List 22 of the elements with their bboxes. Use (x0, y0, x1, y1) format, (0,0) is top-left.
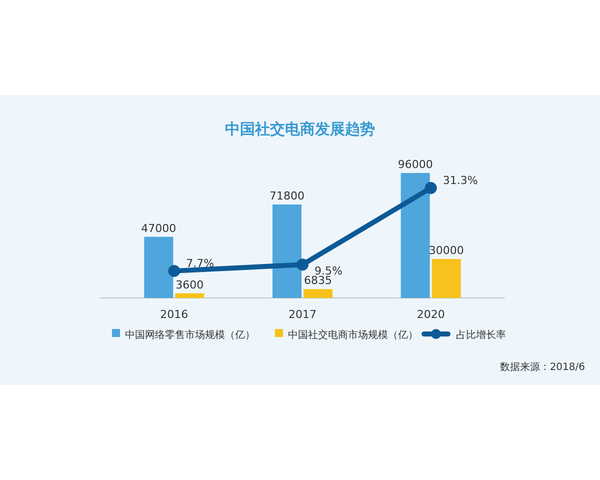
legend-label: 中国社交电商市场规模（亿） (288, 329, 418, 341)
bar (304, 289, 332, 298)
x-tick-label: 2016 (160, 308, 188, 321)
bar (400, 173, 430, 298)
source-note: 数据来源：2018/6 (500, 361, 585, 373)
legend-label: 占比增长率 (456, 329, 506, 341)
data-label: 47000 (141, 222, 176, 235)
bar (272, 204, 302, 298)
chart-title: 中国社交电商发展趋势 (225, 120, 375, 138)
data-label: 31.3% (442, 174, 478, 187)
data-label: 96000 (398, 158, 433, 171)
data-label: 30000 (428, 244, 464, 257)
data-label: 71800 (270, 190, 304, 203)
x-tick-label: 2020 (416, 308, 445, 321)
bar (432, 258, 461, 298)
data-label: 3600 (176, 278, 204, 292)
bar (144, 236, 174, 298)
legend-label: 中国网络零售市场规模（亿） (125, 329, 255, 341)
bar (175, 293, 204, 298)
data-label: 7.7% (186, 256, 214, 270)
data-label: 6835 (304, 274, 332, 288)
x-tick-label: 2017 (288, 308, 316, 321)
